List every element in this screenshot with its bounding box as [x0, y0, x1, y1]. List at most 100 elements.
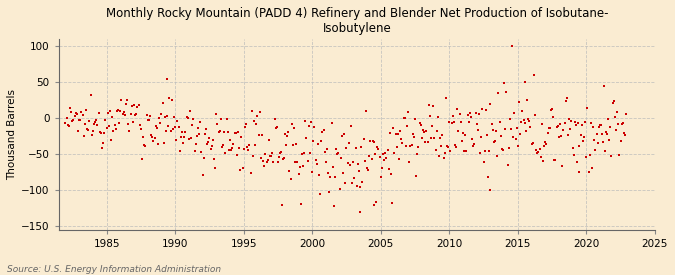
Point	[302, 158, 313, 163]
Point	[603, 117, 614, 121]
Point	[459, 148, 470, 153]
Point	[452, 106, 462, 111]
Point	[525, 125, 536, 129]
Point	[80, 108, 91, 112]
Point	[151, 124, 161, 128]
Point	[139, 142, 150, 147]
Point	[460, 133, 470, 138]
Point	[551, 125, 562, 129]
Point	[259, 164, 269, 168]
Point	[171, 138, 182, 142]
Point	[288, 143, 298, 148]
Point	[587, 166, 597, 170]
Point	[277, 156, 288, 161]
Point	[542, 131, 553, 135]
Point	[85, 93, 96, 97]
Point	[451, 145, 462, 149]
Point	[613, 122, 624, 126]
Point	[291, 142, 302, 147]
Point	[334, 187, 345, 191]
Point	[279, 131, 290, 136]
Point	[491, 128, 502, 133]
Point	[254, 109, 265, 114]
Point	[90, 120, 101, 125]
Point	[300, 119, 310, 123]
Point	[387, 201, 398, 205]
Point	[342, 161, 353, 165]
Point	[236, 134, 247, 139]
Point	[277, 202, 288, 207]
Point	[591, 132, 602, 136]
Point	[209, 157, 219, 161]
Point	[325, 175, 336, 179]
Point	[284, 169, 295, 173]
Point	[373, 147, 384, 151]
Point	[435, 136, 446, 141]
Point	[331, 147, 342, 151]
Point	[167, 126, 178, 131]
Point	[98, 141, 109, 145]
Point	[478, 159, 489, 164]
Point	[504, 117, 515, 121]
Point	[426, 136, 437, 140]
Point	[198, 156, 209, 160]
Point	[532, 150, 543, 155]
Point	[433, 115, 443, 120]
Point	[429, 136, 440, 140]
Text: Source: U.S. Energy Information Administration: Source: U.S. Energy Information Administ…	[7, 265, 221, 274]
Point	[508, 134, 518, 139]
Point	[566, 119, 577, 123]
Point	[406, 143, 417, 147]
Point	[511, 126, 522, 130]
Point	[329, 204, 340, 209]
Point	[176, 135, 186, 139]
Point	[207, 138, 218, 142]
Point	[162, 114, 173, 118]
Point	[545, 108, 556, 112]
Point	[341, 146, 352, 150]
Point	[611, 127, 622, 132]
Point	[599, 84, 610, 88]
Point	[204, 136, 215, 140]
Point	[315, 191, 325, 196]
Point	[398, 116, 409, 120]
Point	[103, 111, 113, 116]
Point	[318, 128, 329, 132]
Point	[416, 136, 427, 140]
Point	[534, 147, 545, 151]
Point	[157, 100, 168, 105]
Point	[286, 122, 297, 127]
Point	[448, 114, 458, 119]
Point	[285, 177, 296, 181]
Point	[438, 155, 449, 160]
Point	[273, 160, 284, 164]
Point	[276, 149, 287, 154]
Point	[427, 124, 437, 128]
Point	[543, 126, 554, 131]
Point	[213, 130, 224, 135]
Point	[383, 166, 394, 171]
Point	[359, 159, 370, 164]
Point	[590, 148, 601, 152]
Point	[537, 122, 547, 127]
Point	[273, 155, 284, 159]
Point	[431, 129, 442, 134]
Point	[142, 117, 153, 122]
Point	[78, 134, 89, 138]
Point	[248, 118, 259, 123]
Point	[348, 160, 358, 164]
Point	[243, 148, 254, 152]
Point	[522, 98, 533, 103]
Point	[92, 123, 103, 128]
Point	[367, 139, 378, 144]
Point	[110, 126, 121, 131]
Point	[344, 141, 354, 145]
Point	[462, 113, 473, 117]
Point	[261, 159, 272, 164]
Point	[403, 110, 414, 114]
Point	[188, 117, 199, 121]
Point	[122, 98, 132, 102]
Point	[129, 103, 140, 108]
Title: Monthly Rocky Mountain (PADD 4) Refinery and Blender Net Production of Isobutane: Monthly Rocky Mountain (PADD 4) Refinery…	[105, 7, 608, 35]
Point	[588, 125, 599, 129]
